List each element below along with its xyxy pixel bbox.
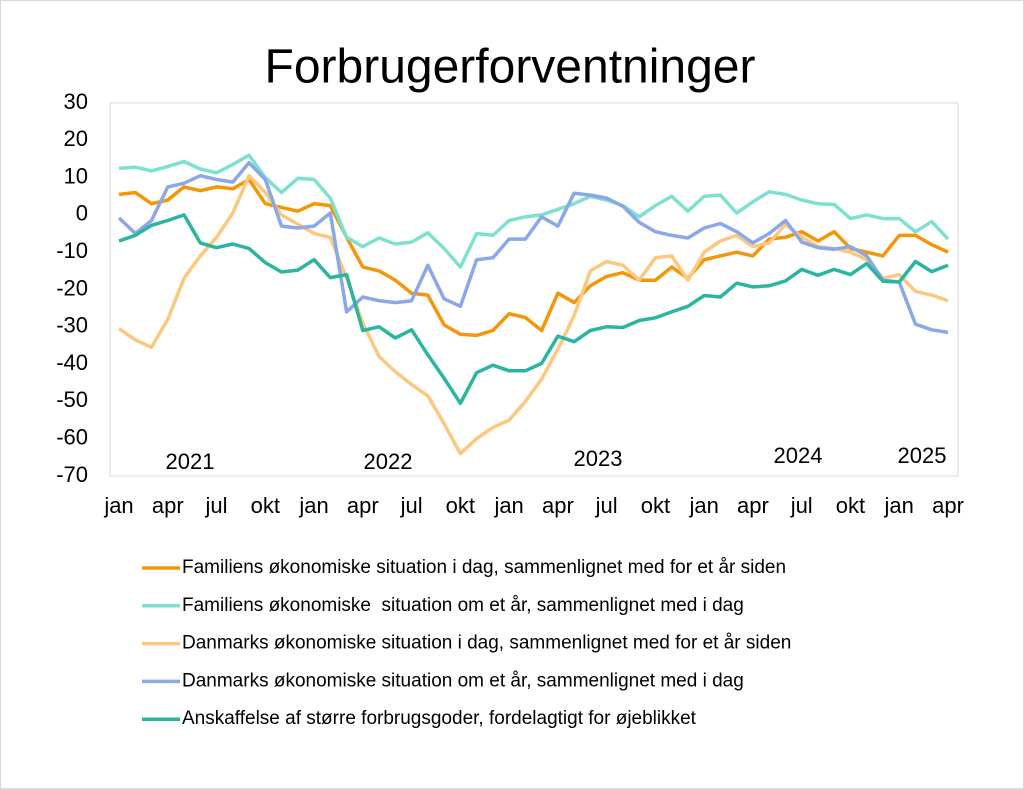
y-tick-label: -50	[56, 387, 88, 412]
year-label: 2024	[774, 443, 823, 468]
year-label: 2025	[898, 443, 947, 468]
y-tick-label: -70	[56, 462, 88, 487]
legend-label: Anskaffelse af større forbrugsgoder, for…	[182, 708, 697, 729]
y-tick-label: 0	[76, 201, 88, 226]
legend-label: Familiens økonomiske situation i dag, sa…	[182, 557, 786, 578]
x-tick-label: apr	[737, 493, 769, 518]
x-tick-label: okt	[251, 493, 280, 518]
x-tick-label: apr	[347, 493, 379, 518]
y-tick-label: 20	[64, 126, 88, 151]
y-tick-label: 30	[64, 89, 88, 114]
year-label: 2021	[166, 449, 215, 474]
legend-label: Familiens økonomiske situation om et år,…	[182, 595, 744, 616]
series-line	[118, 153, 950, 269]
plot-frame	[109, 102, 959, 477]
year-label: 2022	[364, 449, 413, 474]
x-tick-label: apr	[152, 493, 184, 518]
year-label: 2023	[574, 446, 623, 471]
x-tick-label: jan	[493, 493, 523, 518]
y-tick-label: -30	[56, 313, 88, 338]
series-line	[117, 160, 949, 335]
x-tick-label: okt	[446, 493, 475, 518]
y-tick-label: 10	[64, 163, 88, 188]
x-tick-label: jul	[595, 493, 618, 518]
x-tick-label: apr	[542, 493, 574, 518]
x-tick-label: jul	[400, 493, 423, 518]
x-tick-label: jan	[103, 493, 133, 518]
x-tick-label: jul	[790, 493, 813, 518]
x-tick-label: jan	[688, 493, 718, 518]
legend-label: Danmarks økonomiske situation om et år, …	[182, 670, 744, 691]
x-tick-label: apr	[932, 493, 964, 518]
x-tick-label: jan	[884, 493, 914, 518]
series-line	[118, 173, 949, 456]
y-tick-label: -10	[56, 238, 88, 263]
chart-title: Forbrugerforventninger	[265, 41, 756, 94]
series-line	[118, 177, 949, 338]
legend-label: Danmarks økonomiske situation i dag, sam…	[182, 633, 791, 654]
y-tick-label: -40	[56, 350, 88, 375]
x-tick-label: okt	[836, 493, 865, 518]
y-tick-label: -20	[56, 275, 88, 300]
x-tick-label: jul	[205, 493, 228, 518]
x-tick-label: jan	[298, 493, 328, 518]
series-line	[118, 213, 949, 406]
y-tick-label: -60	[56, 425, 88, 450]
x-tick-label: okt	[641, 493, 670, 518]
